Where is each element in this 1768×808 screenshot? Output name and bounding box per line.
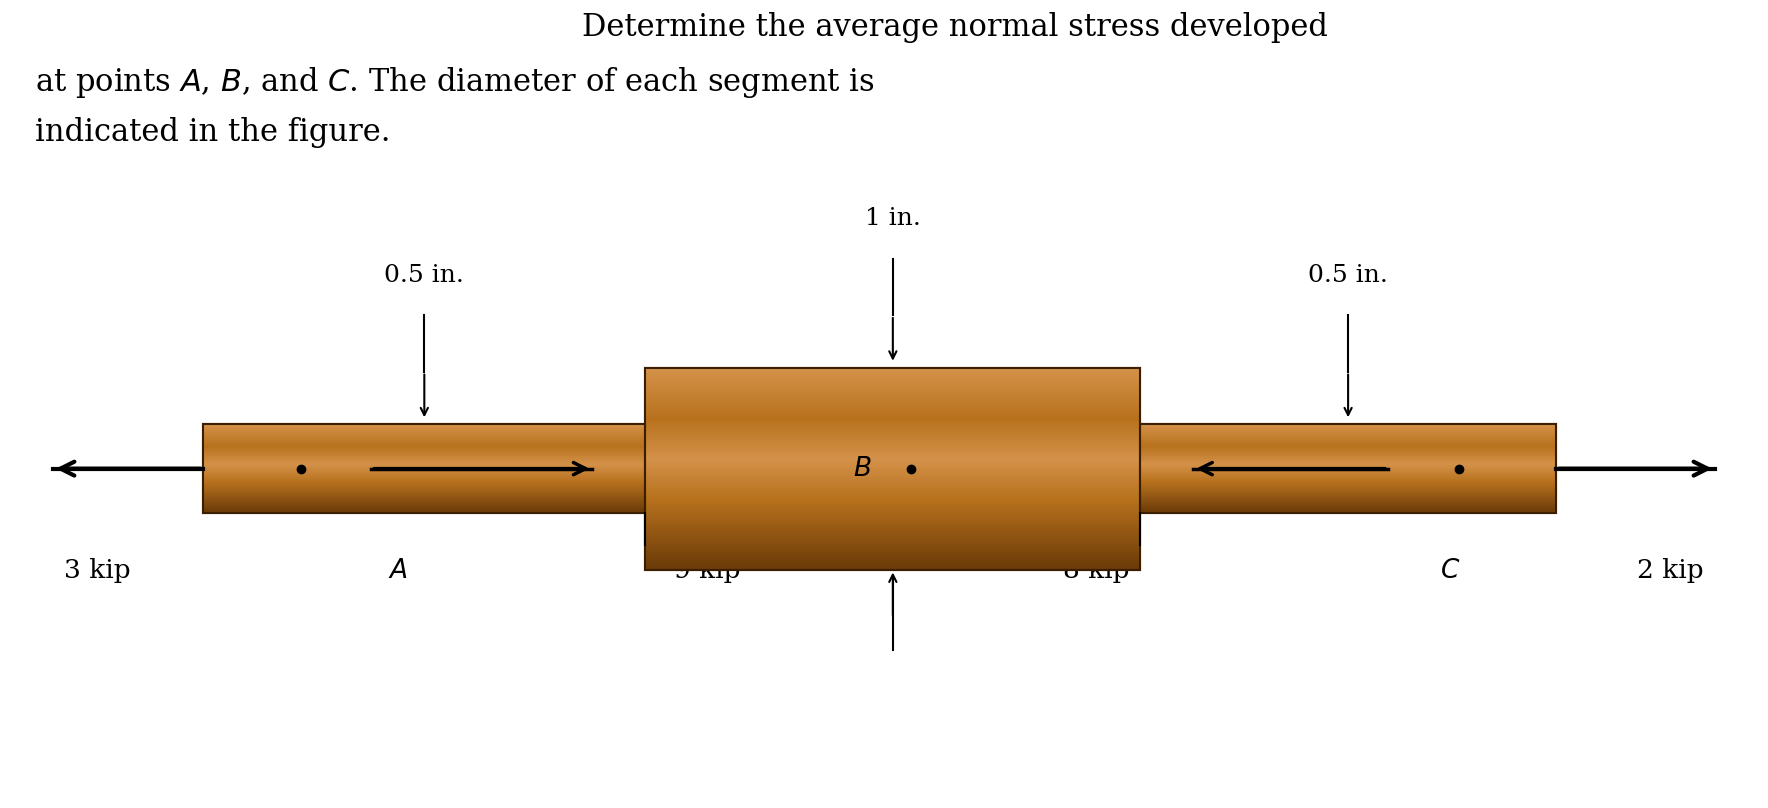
Polygon shape — [645, 368, 690, 570]
Text: Determine the average normal stress developed: Determine the average normal stress deve… — [582, 12, 1328, 43]
Text: at points $A$, $B$, and $C$. The diameter of each segment is: at points $A$, $B$, and $C$. The diamete… — [35, 65, 875, 99]
Text: $A$: $A$ — [387, 558, 408, 583]
Bar — [645, 368, 1140, 570]
Text: $C$: $C$ — [1439, 558, 1460, 583]
Bar — [645, 368, 1140, 570]
Bar — [1140, 424, 1556, 513]
Bar — [203, 424, 645, 513]
Text: 8 kip: 8 kip — [1063, 558, 1130, 583]
Text: 0.5 in.: 0.5 in. — [1308, 264, 1388, 287]
Text: 2 kip: 2 kip — [1637, 558, 1704, 583]
Text: indicated in the figure.: indicated in the figure. — [35, 117, 391, 148]
Polygon shape — [1096, 368, 1140, 570]
Text: $B$: $B$ — [854, 457, 872, 481]
Text: 9 kip: 9 kip — [674, 558, 741, 583]
Text: 3 kip: 3 kip — [64, 558, 131, 583]
Text: 0.5 in.: 0.5 in. — [384, 264, 465, 287]
Text: 1 in.: 1 in. — [865, 208, 921, 230]
Bar — [1140, 424, 1556, 513]
Bar — [203, 424, 645, 513]
